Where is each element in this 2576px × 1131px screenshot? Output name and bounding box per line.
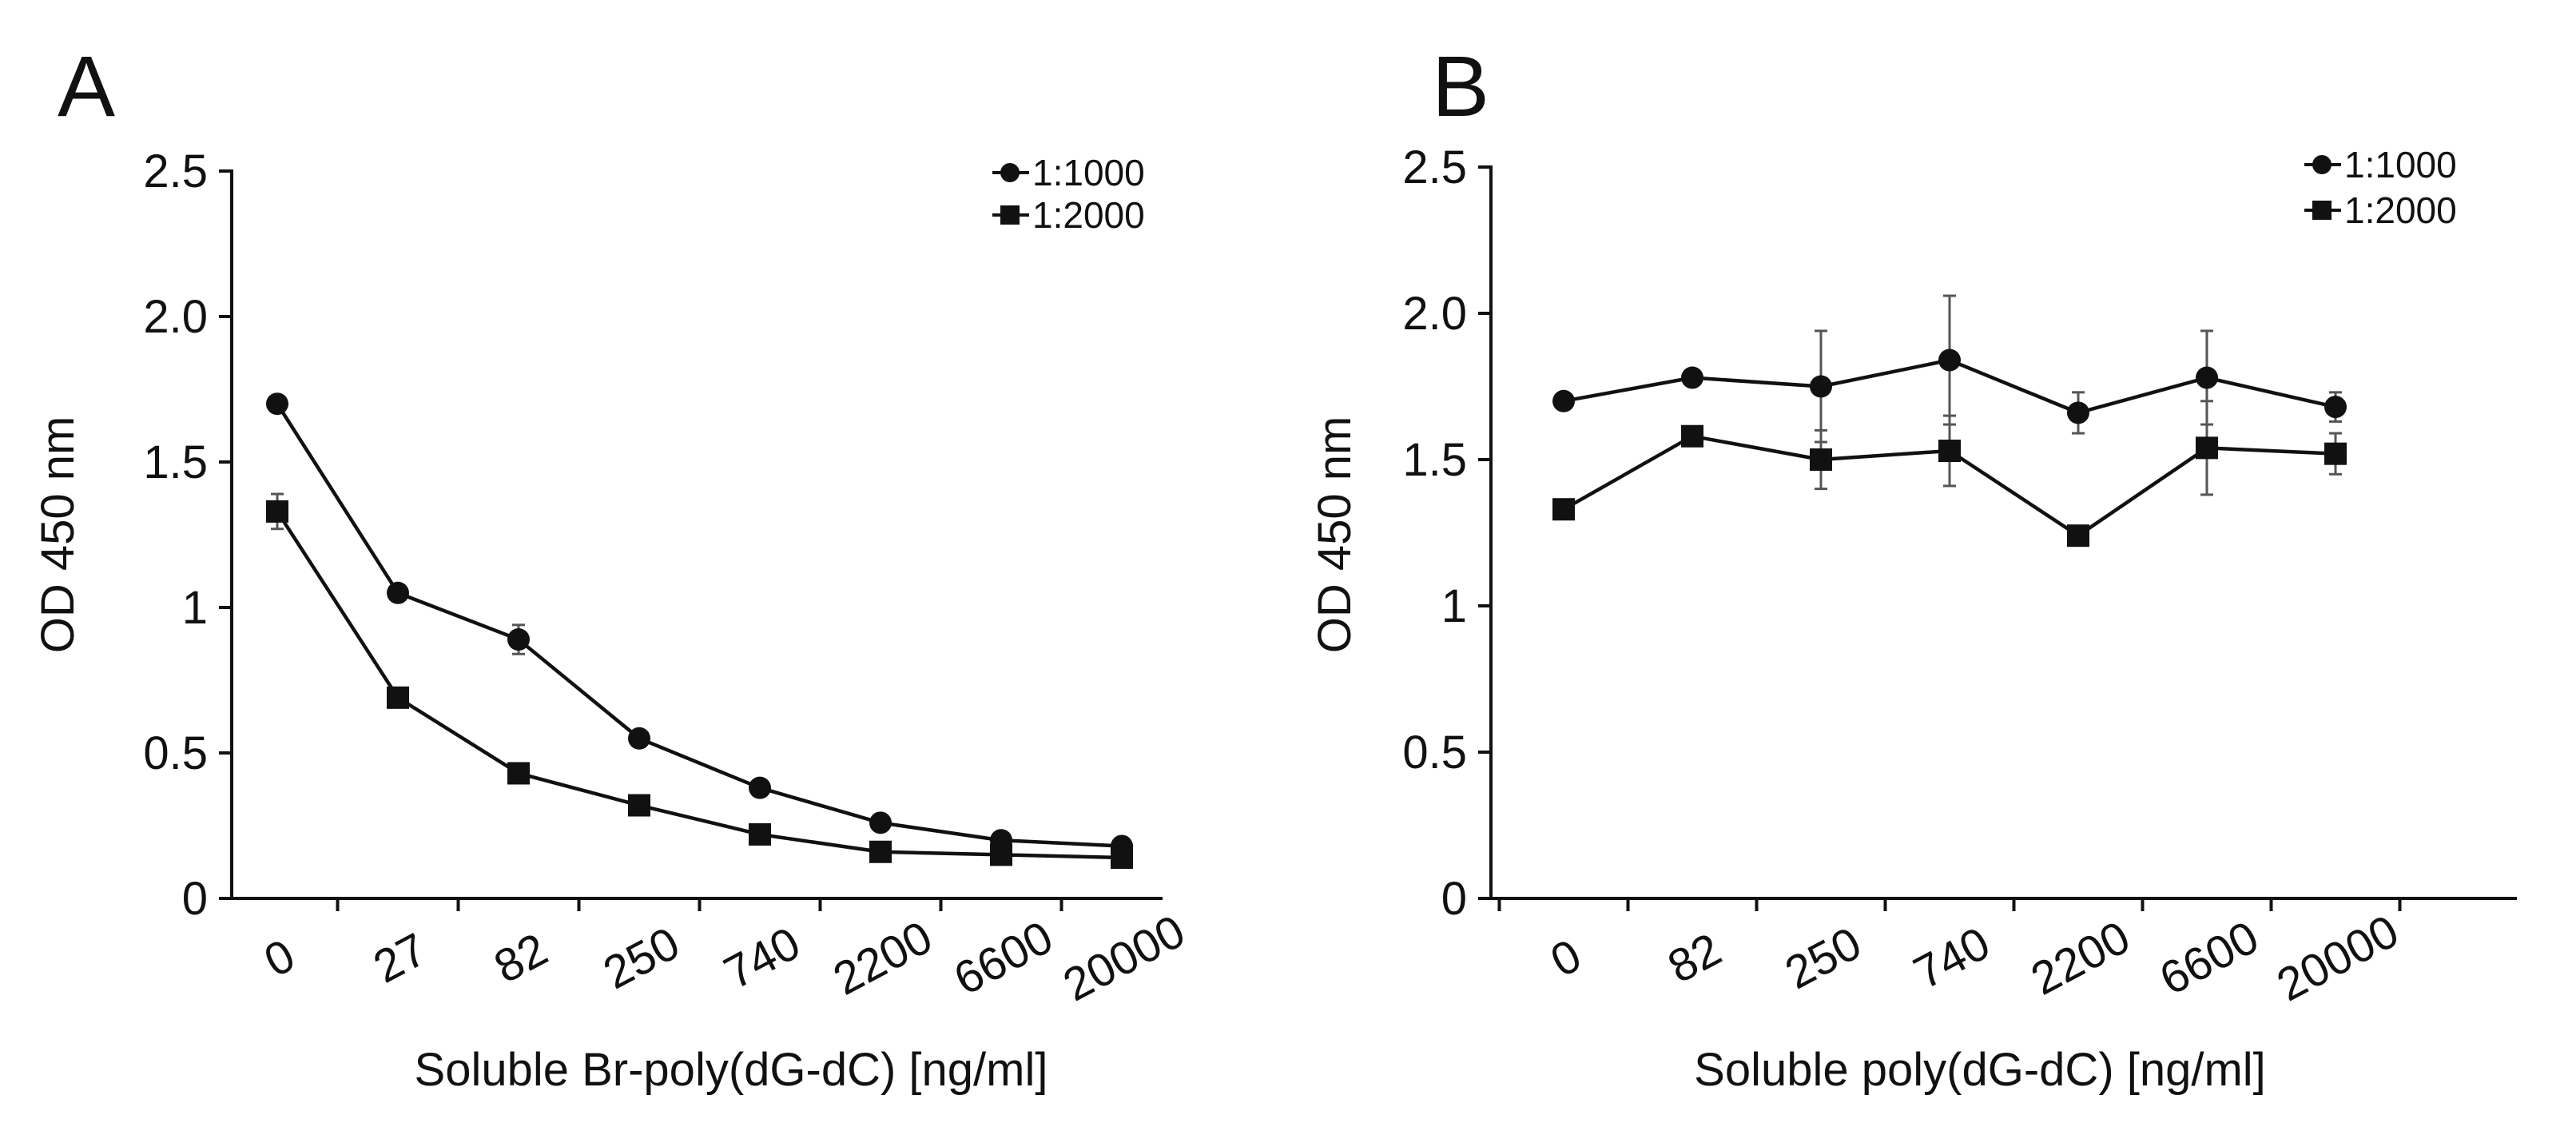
y-tick-label: 1.5 bbox=[143, 436, 208, 488]
x-axis-title: Soluble poly(dG-dC) [ng/ml] bbox=[1694, 1044, 2266, 1096]
y-tick-label: 0.5 bbox=[1402, 727, 1467, 779]
legend-marker-circle bbox=[2312, 155, 2332, 174]
data-point bbox=[628, 727, 650, 750]
y-tick-label: 2.0 bbox=[1402, 288, 1467, 340]
legend-label: 1:2000 bbox=[1032, 194, 1145, 236]
x-tick-label: 250 bbox=[595, 917, 688, 999]
x-tick-label: 740 bbox=[716, 917, 809, 999]
data-point bbox=[507, 762, 530, 785]
data-point bbox=[266, 392, 288, 416]
data-point bbox=[990, 843, 1012, 866]
x-tick-label: 740 bbox=[1906, 917, 1998, 999]
y-tick-label: 1.5 bbox=[1402, 434, 1467, 486]
data-point bbox=[1552, 389, 1575, 412]
series-square bbox=[266, 492, 1133, 870]
series-line bbox=[276, 402, 1123, 848]
x-tick-label: 6600 bbox=[946, 911, 1061, 1006]
data-point bbox=[507, 628, 530, 651]
data-point bbox=[2324, 442, 2347, 465]
data-point bbox=[387, 686, 409, 709]
data-point bbox=[2196, 436, 2218, 460]
x-tick-label: 2200 bbox=[825, 911, 940, 1006]
series-circle bbox=[266, 392, 1133, 858]
data-point bbox=[1938, 440, 1961, 463]
y-tick-label: 0 bbox=[182, 873, 208, 925]
data-point bbox=[869, 811, 892, 834]
data-point bbox=[1810, 375, 1832, 398]
legend-label: 1:2000 bbox=[2344, 189, 2457, 231]
data-point bbox=[2324, 396, 2347, 419]
data-point bbox=[1938, 348, 1961, 372]
y-tick-label: 0.5 bbox=[143, 727, 208, 779]
x-tick-label: 20000 bbox=[2268, 905, 2407, 1011]
data-point bbox=[1681, 366, 1703, 389]
data-point bbox=[2067, 401, 2089, 424]
data-point bbox=[2067, 524, 2089, 548]
x-tick-label: 27 bbox=[365, 923, 435, 994]
y-tick-label: 0 bbox=[1441, 873, 1467, 925]
x-tick-label: 0 bbox=[1542, 930, 1589, 988]
x-axis-title: Soluble Br-poly(dG-dC) [ng/ml] bbox=[415, 1044, 1048, 1096]
data-point bbox=[2196, 366, 2218, 389]
series-line bbox=[276, 510, 1123, 860]
legend-marker-square bbox=[2312, 201, 2332, 220]
y-tick-label: 2.5 bbox=[143, 145, 208, 197]
y-tick-label: 1 bbox=[1441, 580, 1467, 632]
legend-marker-circle bbox=[1000, 163, 1020, 182]
panel-b: B 0 0.5 1 1.5 2.0 2.5 0 82 250 740 2200 6600 20000 OD … bbox=[1309, 38, 2517, 1096]
panel-label: B bbox=[1432, 38, 1489, 134]
y-tick-label: 1 bbox=[182, 582, 208, 634]
legend-label: 1:1000 bbox=[2344, 144, 2457, 185]
data-point bbox=[628, 794, 650, 817]
data-point bbox=[1681, 424, 1703, 448]
x-tick-label: 82 bbox=[1660, 923, 1729, 994]
x-tick-label: 20000 bbox=[1055, 905, 1193, 1011]
data-point bbox=[387, 581, 409, 604]
legend-marker-square bbox=[1000, 205, 1020, 225]
y-tick-label: 2.0 bbox=[143, 291, 208, 343]
data-point bbox=[869, 840, 892, 863]
series-square bbox=[1552, 400, 2347, 548]
x-tick-label: 82 bbox=[486, 923, 555, 994]
y-axis-title: OD 450 nm bbox=[1309, 416, 1361, 654]
x-tick-label: 250 bbox=[1777, 917, 1870, 999]
data-point bbox=[1810, 448, 1832, 471]
x-tick-label: 6600 bbox=[2152, 911, 2267, 1006]
data-point bbox=[749, 776, 771, 799]
y-axis-title: OD 450 nm bbox=[32, 416, 84, 654]
x-tick-label: 2200 bbox=[2023, 911, 2138, 1006]
data-point bbox=[749, 822, 771, 846]
panel-label: A bbox=[58, 38, 115, 134]
data-point bbox=[1552, 498, 1575, 521]
x-tick-label: 0 bbox=[256, 930, 303, 988]
data-point bbox=[1111, 846, 1133, 870]
legend-label: 1:1000 bbox=[1032, 152, 1145, 193]
y-tick-label: 2.5 bbox=[1402, 141, 1467, 193]
data-point bbox=[266, 500, 288, 523]
